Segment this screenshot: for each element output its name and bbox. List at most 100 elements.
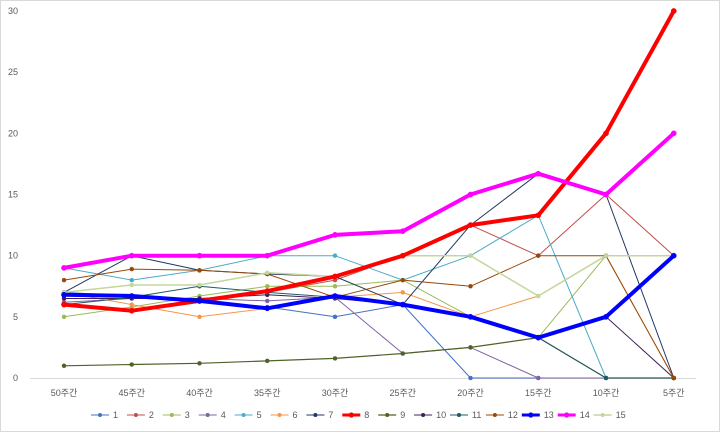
legend-swatch-marker — [564, 412, 570, 418]
series-line — [62, 9, 676, 313]
legend-item: 2 — [126, 410, 154, 420]
legend-item: 13 — [521, 410, 554, 420]
data-point — [399, 301, 406, 308]
data-point — [670, 8, 677, 14]
legend-label: 1 — [113, 410, 118, 420]
data-point — [332, 284, 338, 289]
legend-swatch-marker — [98, 413, 102, 417]
legend-label: 10 — [436, 410, 446, 420]
x-tick-label: 50주간 — [51, 388, 78, 398]
data-point — [467, 313, 474, 320]
y-tick-label: 10 — [8, 251, 18, 261]
data-point — [468, 284, 473, 289]
y-tick-label: 20 — [8, 128, 18, 138]
x-tick-label: 40주간 — [186, 388, 213, 398]
legend-label: 4 — [221, 410, 226, 420]
legend-item: 9 — [378, 410, 405, 420]
data-point — [128, 307, 135, 314]
legend-swatch-marker — [457, 413, 461, 417]
data-point — [670, 130, 677, 137]
data-point — [535, 212, 542, 219]
y-tick-label: 0 — [13, 373, 18, 383]
data-point — [128, 252, 135, 259]
data-point — [197, 268, 202, 273]
data-point — [197, 314, 202, 320]
data-point — [61, 301, 67, 308]
y-tick-label: 30 — [8, 6, 18, 16]
x-tick-label: 35주간 — [254, 388, 281, 398]
x-tick-label: 30주간 — [322, 388, 349, 398]
legend-label: 5 — [257, 410, 262, 420]
data-point — [603, 253, 609, 258]
data-point — [603, 313, 609, 320]
data-point — [196, 252, 203, 259]
data-point — [61, 277, 67, 283]
data-point — [61, 314, 67, 320]
y-tick-label: 15 — [8, 190, 18, 200]
x-tick-label: 25주간 — [389, 388, 416, 398]
y-tick-label: 5 — [13, 312, 18, 322]
data-point — [128, 293, 135, 299]
data-point — [332, 314, 338, 320]
x-tick-label: 10주간 — [593, 388, 620, 398]
data-point — [332, 232, 338, 238]
legend-label: 15 — [616, 410, 626, 420]
data-point — [670, 252, 677, 259]
series-14 — [61, 130, 677, 271]
data-point — [536, 375, 541, 381]
legend-item: 1 — [91, 410, 118, 420]
legend-item: 7 — [306, 410, 333, 420]
data-point — [399, 228, 406, 235]
data-point — [61, 265, 67, 271]
data-point — [197, 282, 202, 288]
data-point — [603, 375, 609, 381]
data-point — [265, 298, 270, 304]
y-tick-label: 25 — [8, 67, 18, 77]
legend-label: 13 — [544, 410, 554, 420]
data-point — [400, 277, 405, 283]
data-point — [265, 270, 270, 276]
data-point — [468, 253, 473, 258]
data-point — [332, 273, 338, 280]
data-point — [196, 298, 203, 304]
legend-swatch-marker — [277, 413, 282, 417]
data-point — [265, 284, 270, 289]
legend-item: 5 — [234, 410, 262, 420]
legend-item: 3 — [162, 410, 190, 420]
data-point — [603, 191, 609, 198]
x-tick-label: 45주간 — [118, 388, 145, 398]
data-point — [197, 361, 202, 366]
data-point — [129, 362, 134, 367]
legend-swatch-marker — [241, 413, 246, 417]
legend-swatch-marker — [528, 412, 534, 418]
data-point — [264, 288, 271, 294]
legend-item: 6 — [270, 410, 298, 420]
legend-label: 9 — [400, 410, 405, 420]
data-point — [264, 305, 271, 312]
legend-swatch-marker — [385, 413, 390, 417]
legend-label: 3 — [185, 410, 190, 420]
series-layer — [61, 8, 677, 381]
legend-label: 8 — [364, 410, 369, 420]
data-point — [671, 375, 676, 381]
data-point — [536, 253, 541, 258]
legend-label: 12 — [508, 410, 518, 420]
legend-label: 7 — [328, 410, 333, 420]
legend-label: 14 — [580, 410, 590, 420]
data-point — [535, 170, 542, 177]
legend-label: 6 — [293, 410, 298, 420]
legend-item: 14 — [557, 410, 590, 420]
data-point — [129, 266, 134, 272]
data-point — [332, 293, 338, 299]
data-point — [61, 291, 67, 298]
legend-swatch-marker — [600, 413, 605, 417]
legend-swatch-marker — [348, 412, 354, 418]
data-point — [467, 191, 474, 198]
legend-label: 2 — [149, 410, 154, 420]
data-point — [332, 356, 338, 361]
data-point — [535, 334, 542, 341]
data-point — [399, 252, 406, 259]
data-point — [400, 290, 405, 295]
legend-item: 10 — [414, 410, 446, 420]
